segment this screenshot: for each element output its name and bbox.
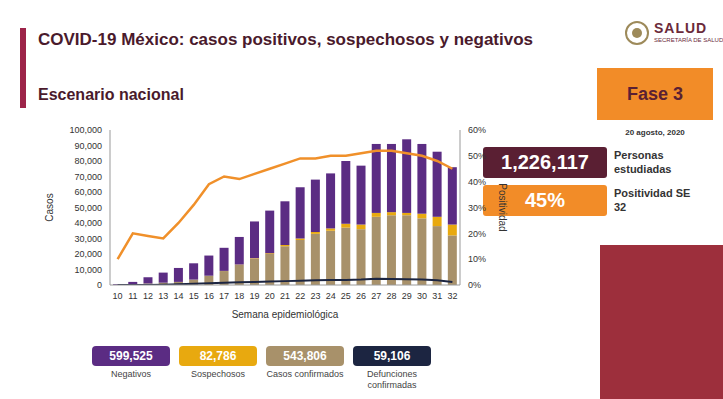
svg-text:40,000: 40,000 <box>74 218 102 228</box>
html-text:Positividad SE 32: Positividad SE 32 <box>614 187 691 213</box>
svg-text:0%: 0% <box>468 280 481 290</box>
svg-text:23: 23 <box>310 291 320 301</box>
svg-text:20,000: 20,000 <box>74 249 102 259</box>
svg-text:100,000: 100,000 <box>69 125 102 135</box>
html-text:Fase 3: Fase 3 <box>627 83 683 104</box>
html-text:Sospechosos: Sospechosos <box>191 369 245 379</box>
svg-text:30%: 30% <box>468 203 486 213</box>
html-text:Negativos: Negativos <box>111 369 151 379</box>
svg-text:60,000: 60,000 <box>74 187 102 197</box>
svg-text:10,000: 10,000 <box>74 265 102 275</box>
html-text:Personas estudiadas: Personas estudiadas <box>614 149 672 175</box>
html-text:82,786: 82,786 <box>199 349 237 363</box>
svg-text:30,000: 30,000 <box>74 234 102 244</box>
html-text:599,525: 599,525 <box>109 349 153 363</box>
svg-text:27: 27 <box>371 291 381 301</box>
svg-text:20: 20 <box>265 291 275 301</box>
svg-text:11: 11 <box>128 291 137 301</box>
html-text:543,806: 543,806 <box>283 349 327 363</box>
svg-text:17: 17 <box>219 291 229 301</box>
svg-text:90,000: 90,000 <box>74 141 102 151</box>
svg-text:40%: 40% <box>468 177 486 187</box>
svg-text:14: 14 <box>173 291 183 301</box>
svg-text:25: 25 <box>341 291 351 301</box>
svg-text:60%: 60% <box>468 125 486 135</box>
svg-text:22: 22 <box>295 291 305 301</box>
svg-text:26: 26 <box>356 291 366 301</box>
svg-text:19: 19 <box>250 291 260 301</box>
svg-text:28: 28 <box>387 291 397 301</box>
svg-text:80,000: 80,000 <box>74 156 102 166</box>
html-text:SALUD: SALUD <box>654 20 708 36</box>
svg-text:10%: 10% <box>468 254 486 264</box>
svg-text:12: 12 <box>143 291 153 301</box>
svg-text:Positividad: Positividad <box>497 183 508 231</box>
svg-text:18: 18 <box>234 291 244 301</box>
html-text:COVID-19 México: casos positiv: COVID-19 México: casos positivos, sospec… <box>38 30 534 49</box>
html-text:20 agosto, 2020: 20 agosto, 2020 <box>625 128 685 137</box>
html-text:Defunciones confirmadas: Defunciones confirmadas <box>367 369 417 390</box>
svg-text:Casos: Casos <box>44 193 55 221</box>
svg-text:21: 21 <box>280 291 290 301</box>
svg-text:24: 24 <box>326 291 336 301</box>
svg-text:16: 16 <box>204 291 214 301</box>
svg-text:13: 13 <box>158 291 168 301</box>
html-text:59,106: 59,106 <box>373 349 411 363</box>
html-text:1,226,117: 1,226,117 <box>501 151 589 173</box>
svg-text:10: 10 <box>113 291 123 301</box>
html-text:45%: 45% <box>525 189 565 211</box>
svg-text:32: 32 <box>447 291 457 301</box>
svg-text:31: 31 <box>432 291 442 301</box>
svg-text:29: 29 <box>402 291 412 301</box>
svg-text:Semana epidemiológica: Semana epidemiológica <box>232 309 339 320</box>
svg-text:30: 30 <box>417 291 427 301</box>
html-text:Casos confirmados: Casos confirmados <box>266 369 344 379</box>
svg-text:0: 0 <box>97 280 102 290</box>
html-text:Escenario nacional: Escenario nacional <box>38 86 184 103</box>
svg-text:15: 15 <box>189 291 199 301</box>
svg-text:50%: 50% <box>468 151 486 161</box>
html-text:SECRETARÍA DE SALUD: SECRETARÍA DE SALUD <box>654 37 723 43</box>
svg-text:50,000: 50,000 <box>74 203 102 213</box>
svg-text:20%: 20% <box>468 229 486 239</box>
svg-text:70,000: 70,000 <box>74 172 102 182</box>
